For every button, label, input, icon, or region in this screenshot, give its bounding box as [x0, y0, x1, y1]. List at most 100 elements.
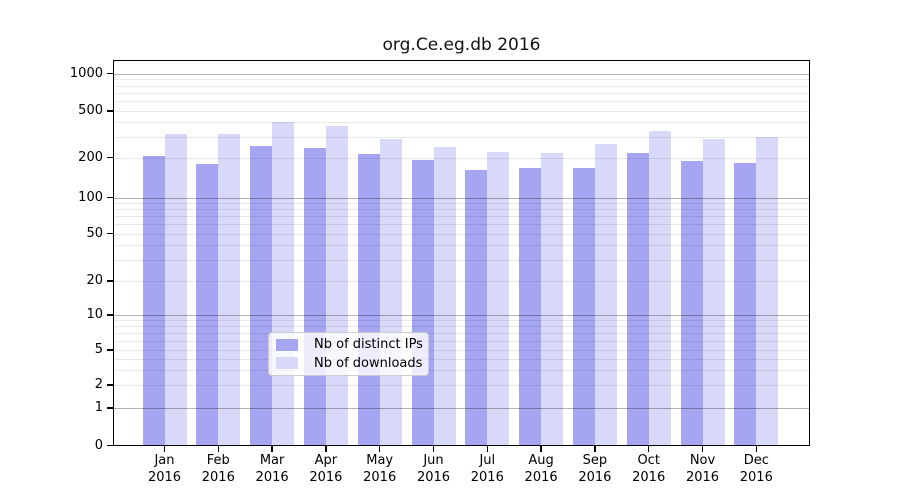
y-tick-label: 50 — [86, 225, 103, 241]
y-gridline-minor — [113, 326, 810, 328]
x-tick — [648, 446, 650, 452]
x-tick — [163, 446, 166, 452]
y-gridline-minor — [113, 340, 810, 342]
y-tick-label: 100 — [78, 189, 103, 205]
x-tick — [755, 446, 757, 452]
y-gridline-minor — [113, 320, 810, 322]
x-tick-label-jul: Jul 2016 — [470, 453, 504, 485]
legend: Nb of distinct IPs Nb of downloads — [268, 332, 429, 376]
bar-distinct-ips-jan — [142, 156, 165, 446]
legend-label-distinct-ips: Nb of distinct IPs — [314, 337, 423, 353]
y-tick — [107, 444, 113, 447]
y-tick — [107, 384, 113, 386]
x-tick-label-feb: Feb 2016 — [201, 453, 235, 485]
y-tick — [107, 72, 113, 75]
x-tick — [379, 446, 381, 452]
y-tick-label: 2 — [94, 377, 103, 392]
x-tick-label-aug: Aug 2016 — [524, 453, 558, 485]
bar-downloads-feb — [218, 134, 241, 446]
y-gridline-major — [113, 73, 810, 75]
legend-item-distinct-ips: Nb of distinct IPs — [276, 337, 423, 353]
y-tick-label: 500 — [78, 103, 103, 118]
y-gridline-minor — [113, 385, 810, 386]
y-tick — [107, 280, 113, 282]
legend-swatch-distinct-ips-icon — [276, 338, 298, 351]
bar-distinct-ips-nov — [680, 161, 703, 446]
y-tick — [107, 197, 113, 199]
y-gridline-minor — [113, 79, 810, 81]
bar-distinct-ips-dec — [734, 162, 757, 446]
y-gridline-minor — [113, 157, 810, 159]
y-gridline-minor — [113, 358, 810, 360]
y-gridline-minor — [113, 333, 810, 334]
bar-downloads-jul — [487, 151, 510, 446]
legend-swatch-downloads-icon — [276, 357, 298, 370]
y-gridline-minor — [113, 259, 810, 261]
x-tick-label-apr: Apr 2016 — [309, 453, 343, 485]
grid-layer — [113, 60, 810, 446]
bar-distinct-ips-jul — [465, 169, 488, 446]
y-gridline-minor — [113, 224, 810, 226]
x-tick — [701, 446, 704, 452]
bar-distinct-ips-aug — [519, 167, 542, 446]
bar-downloads-oct — [648, 130, 671, 446]
x-tick — [217, 446, 219, 452]
x-tick-label-sep: Sep 2016 — [578, 453, 612, 485]
y-tick-label: 20 — [86, 273, 103, 288]
y-tick — [107, 232, 113, 235]
legend-label-downloads: Nb of downloads — [314, 355, 423, 371]
y-gridline-minor — [113, 101, 810, 103]
y-tick-label: 1000 — [69, 65, 103, 81]
y-tick-label: 200 — [78, 149, 103, 165]
y-tick-label: 5 — [94, 342, 103, 357]
y-gridline-minor — [113, 85, 810, 87]
x-tick-label-mar: Mar 2016 — [255, 453, 289, 485]
y-gridline-minor — [113, 369, 810, 371]
bar-downloads-sep — [594, 143, 617, 446]
x-tick-label-oct: Oct 2016 — [632, 453, 666, 485]
bar-distinct-ips-sep — [572, 167, 595, 446]
x-tick — [486, 446, 488, 452]
bar-downloads-jun — [433, 147, 456, 446]
y-tick-label: 10 — [86, 307, 103, 322]
bar-downloads-nov — [702, 139, 725, 446]
x-tick — [325, 446, 327, 452]
x-tick-label-jun: Jun 2016 — [416, 453, 451, 485]
y-gridline-minor — [113, 350, 810, 351]
x-tick-label-dec: Dec 2016 — [739, 453, 773, 485]
legend-item-downloads: Nb of downloads — [276, 355, 423, 372]
y-gridline-minor — [113, 233, 810, 235]
x-tick — [271, 446, 273, 452]
bar-distinct-ips-oct — [626, 152, 649, 446]
y-gridline-minor — [113, 216, 810, 218]
bar-downloads-aug — [541, 152, 564, 446]
x-tick — [432, 446, 435, 452]
y-tick — [107, 349, 113, 351]
y-gridline-minor — [113, 92, 810, 94]
y-tick-label: 0 — [94, 437, 103, 453]
y-gridline-minor — [113, 209, 810, 211]
y-gridline-minor — [113, 203, 810, 205]
y-tick — [107, 407, 113, 409]
bar-downloads-jan — [164, 133, 187, 446]
y-gridline-minor — [113, 122, 810, 124]
chart-title: org.Ce.eg.db 2016 — [382, 35, 541, 55]
y-gridline-major — [113, 315, 810, 316]
y-gridline-major — [113, 408, 810, 409]
x-tick — [540, 446, 542, 452]
bar-downloads-dec — [756, 137, 779, 446]
y-gridline-major — [113, 197, 810, 199]
x-tick-label-nov: Nov 2016 — [685, 453, 720, 485]
y-gridline-minor — [113, 281, 810, 282]
y-tick — [107, 314, 113, 316]
plot-area — [113, 60, 810, 446]
bar-distinct-ips-mar — [250, 146, 273, 446]
y-tick — [107, 110, 113, 112]
bar-distinct-ips-feb — [196, 163, 219, 446]
y-gridline-minor — [113, 245, 810, 247]
y-tick — [107, 156, 113, 159]
x-tick-label-jan: Jan 2016 — [147, 453, 182, 485]
x-tick — [594, 446, 596, 452]
y-tick-label: 1 — [94, 400, 103, 415]
x-tick-label-may: May 2016 — [363, 453, 397, 485]
